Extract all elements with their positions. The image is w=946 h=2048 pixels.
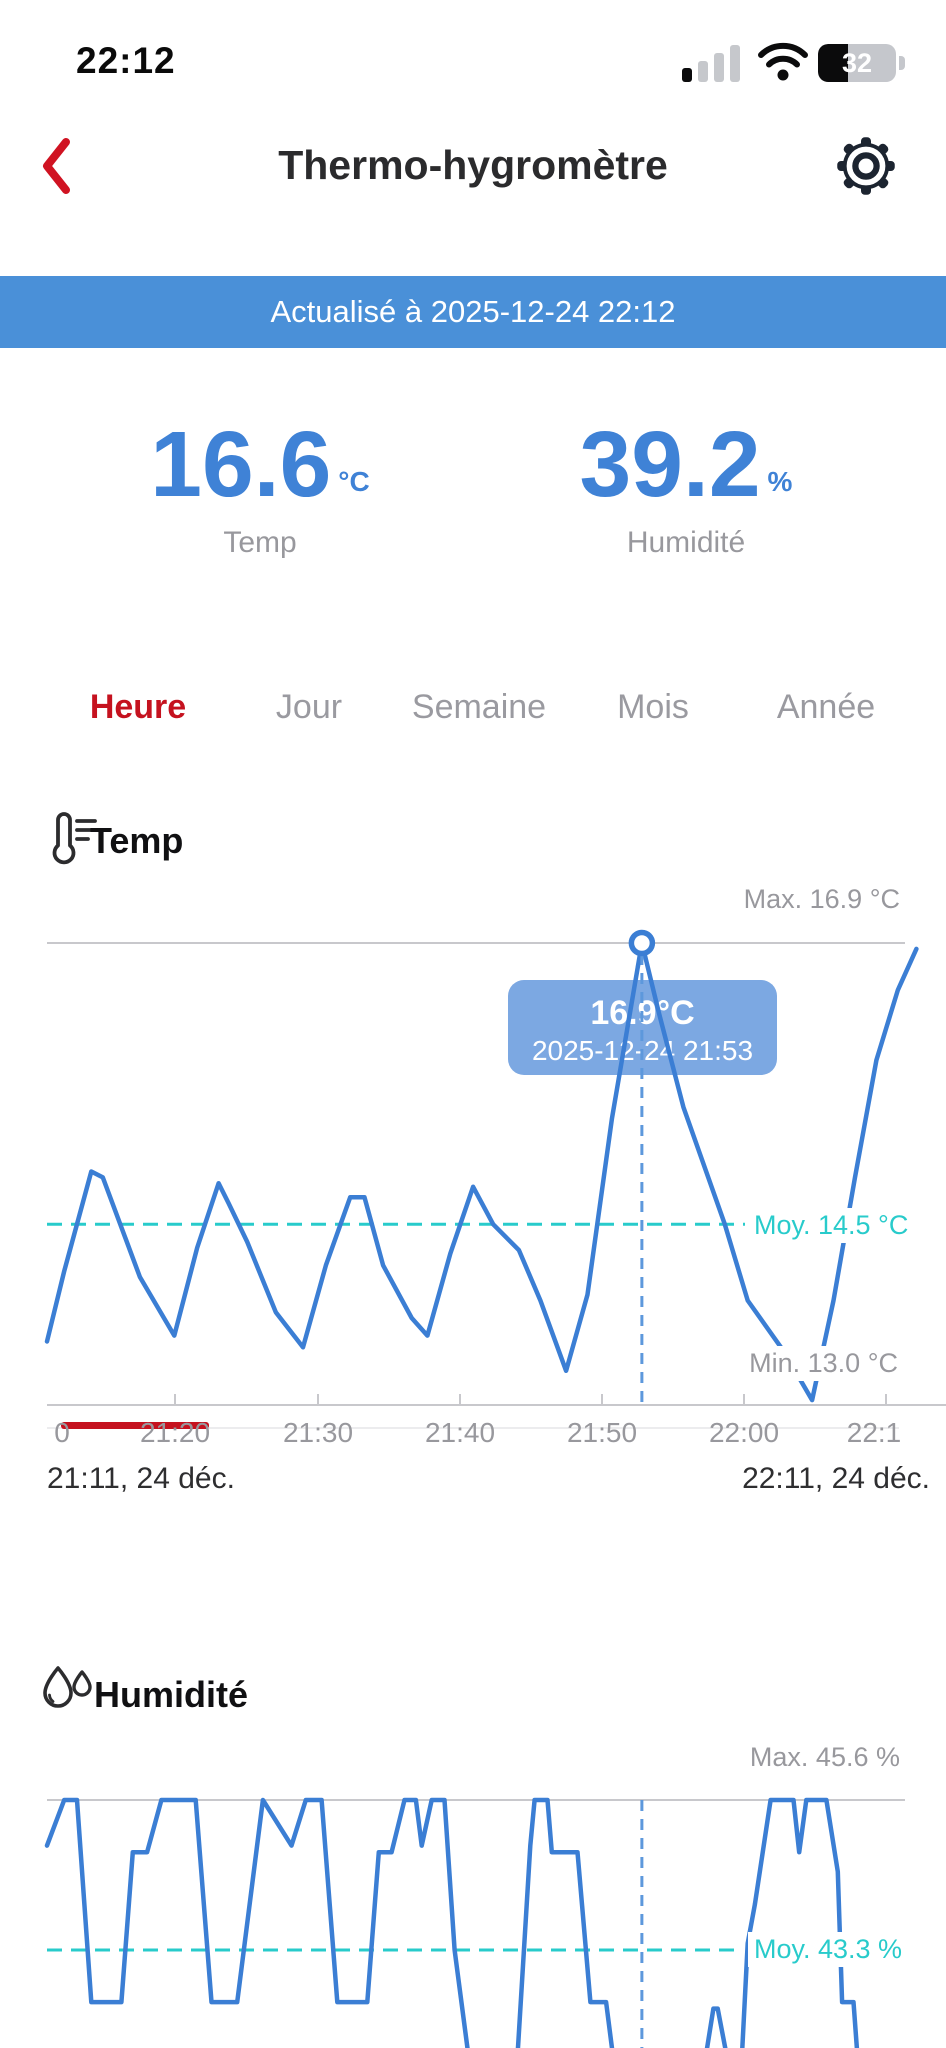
temp-min-label: Min. 13.0 °C bbox=[743, 1346, 904, 1381]
svg-text:0: 0 bbox=[54, 1417, 70, 1448]
period-tabs: Heure Jour Semaine Mois Année bbox=[0, 676, 946, 1429]
humidity-unit: % bbox=[767, 466, 793, 498]
page-title: Thermo-hygromètre bbox=[278, 142, 668, 188]
humidity-chart[interactable] bbox=[0, 1730, 946, 2048]
current-readings: 16.6 °C Temp 39.2 % Humidité bbox=[47, 412, 899, 560]
tab-heure[interactable]: Heure bbox=[89, 688, 187, 726]
svg-text:22:1: 22:1 bbox=[847, 1417, 902, 1448]
status-time: 22:12 bbox=[76, 40, 176, 81]
temp-reading: 16.6 °C Temp bbox=[47, 412, 473, 560]
temp-range-row: 21:11, 24 déc. 22:11, 24 déc. bbox=[47, 1462, 930, 1496]
active-tab-underline bbox=[61, 1422, 209, 1429]
svg-text:21:30: 21:30 bbox=[283, 1417, 353, 1448]
tab-annee[interactable]: Année bbox=[776, 688, 876, 726]
temp-value: 16.6 bbox=[150, 412, 332, 516]
wifi-icon bbox=[758, 42, 808, 81]
settings-gear-icon[interactable] bbox=[836, 136, 896, 196]
temp-label: Temp bbox=[223, 526, 297, 560]
temp-unit: °C bbox=[338, 466, 370, 498]
humidity-section-title: Humidité bbox=[94, 1674, 249, 1715]
svg-text:21:40: 21:40 bbox=[425, 1417, 495, 1448]
tab-mois[interactable]: Mois bbox=[617, 688, 689, 726]
humidity-reading: 39.2 % Humidité bbox=[473, 412, 899, 560]
temp-max-label: Max. 16.9 °C bbox=[737, 882, 906, 917]
range-end: 22:11, 24 déc. bbox=[742, 1462, 930, 1495]
tab-semaine[interactable]: Semaine bbox=[411, 688, 547, 726]
humidity-value: 39.2 bbox=[579, 412, 761, 516]
thermometer-icon bbox=[52, 812, 97, 865]
battery-percent: 32 bbox=[841, 47, 873, 78]
svg-text:21:50: 21:50 bbox=[567, 1417, 637, 1448]
temp-section-title: Temp bbox=[90, 820, 184, 861]
battery-fill bbox=[818, 44, 848, 82]
svg-text:21:20: 21:20 bbox=[140, 1417, 210, 1448]
humidity-avg-label: Moy. 43.3 % bbox=[748, 1932, 909, 1967]
back-button[interactable] bbox=[38, 136, 74, 196]
tab-jour[interactable]: Jour bbox=[275, 688, 343, 726]
humidity-max-label: Max. 45.6 % bbox=[743, 1740, 906, 1775]
refresh-banner: Actualisé à 2025-12-24 22:12 bbox=[0, 276, 946, 348]
temp-avg-label: Moy. 14.5 °C bbox=[748, 1208, 915, 1243]
battery-nub bbox=[899, 56, 905, 70]
humidity-droplets-icon bbox=[43, 1666, 92, 1708]
battery-icon: 32 bbox=[818, 44, 896, 82]
tabs-divider bbox=[47, 1427, 899, 1429]
humidity-label: Humidité bbox=[626, 526, 746, 560]
cellular-signal-icon bbox=[682, 45, 740, 82]
range-start: 21:11, 24 déc. bbox=[47, 1462, 235, 1495]
svg-text:22:00: 22:00 bbox=[709, 1417, 779, 1448]
